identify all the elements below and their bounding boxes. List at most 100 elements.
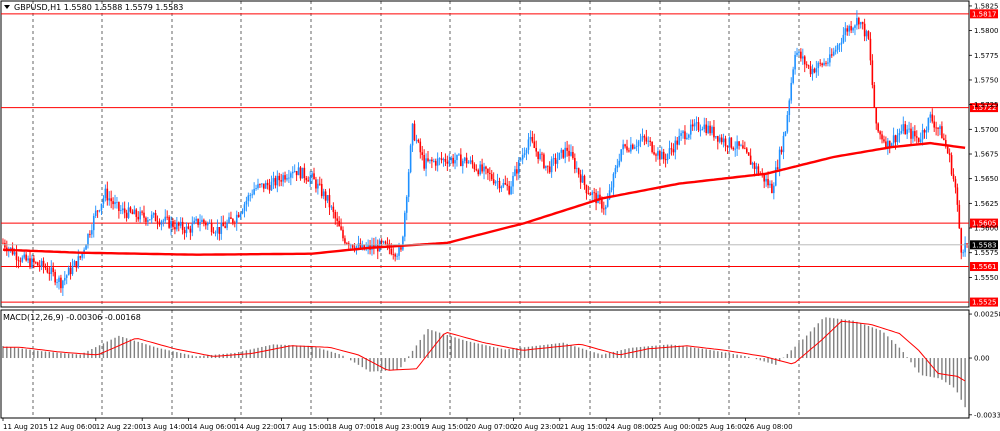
candle-body xyxy=(773,185,775,194)
candle-body xyxy=(332,206,335,213)
candle-body xyxy=(54,271,56,283)
candle-body xyxy=(326,195,329,201)
candle-body xyxy=(836,45,839,50)
price-tick-label: 1.5550 xyxy=(974,274,999,282)
candle-body xyxy=(556,159,559,164)
candle-body xyxy=(259,184,261,186)
candle-body xyxy=(71,265,74,275)
candle-body xyxy=(197,218,199,225)
candle-body xyxy=(91,230,93,235)
candle-body xyxy=(75,261,78,268)
candle-body xyxy=(413,123,416,141)
candle-body xyxy=(910,128,912,139)
candle-body xyxy=(852,27,854,31)
candle-body xyxy=(44,266,47,269)
candle-body xyxy=(436,158,439,166)
candle-body xyxy=(769,183,771,186)
candle-body xyxy=(407,172,410,197)
candle-body xyxy=(33,258,35,263)
candle-body xyxy=(807,65,810,67)
candle-body xyxy=(543,154,545,168)
candle-body xyxy=(742,145,744,149)
candle-body xyxy=(243,204,246,211)
macd-panel[interactable] xyxy=(0,309,970,419)
candle-body xyxy=(359,243,362,249)
candle-body xyxy=(208,223,211,224)
candle-body xyxy=(473,164,476,170)
macd-tick-label: 0.00 xyxy=(974,355,990,363)
candle-body xyxy=(726,145,729,148)
candle-body xyxy=(840,42,843,45)
candle-body xyxy=(282,175,284,182)
candle-body xyxy=(290,173,292,178)
macd-indicator: 0.00258 0.00 -0.00333 xyxy=(2,311,1000,419)
candle-body xyxy=(94,210,97,216)
candle-body xyxy=(554,158,557,164)
triangle-down-icon[interactable] xyxy=(4,5,10,9)
candle-body xyxy=(121,208,124,211)
candle-body xyxy=(518,160,520,174)
candle-body xyxy=(152,213,155,215)
candle-body xyxy=(633,146,636,149)
current-price-label: 1.5583 xyxy=(972,241,997,249)
candle-body xyxy=(212,231,215,233)
candle-body xyxy=(346,243,348,245)
time-label: 24 Aug 08:00 xyxy=(606,423,653,431)
candle-body xyxy=(125,212,128,218)
candle-body xyxy=(419,141,422,153)
candle-body xyxy=(935,127,937,129)
time-label: 19 Aug 15:00 xyxy=(421,423,468,431)
candle-body xyxy=(749,155,752,165)
candle-body xyxy=(162,220,165,222)
candle-body xyxy=(89,233,91,235)
candle-body xyxy=(440,158,443,161)
candle-body xyxy=(740,145,742,147)
candle-body xyxy=(301,167,304,179)
candle-body xyxy=(628,150,630,152)
candle-body xyxy=(220,222,223,234)
candle-body xyxy=(189,228,192,233)
candle-body xyxy=(230,217,232,219)
candle-body xyxy=(603,208,605,210)
candle-body xyxy=(168,216,170,228)
macd-signal-line xyxy=(3,320,966,382)
time-label: 14 Aug 06:00 xyxy=(189,423,236,431)
candle-body xyxy=(274,178,277,186)
candle-body xyxy=(404,212,406,237)
candle-body xyxy=(722,138,725,143)
candle-body xyxy=(177,222,180,226)
candle-body xyxy=(29,258,31,268)
candle-body xyxy=(916,136,918,138)
candle-body xyxy=(637,141,640,147)
candle-body xyxy=(765,178,767,182)
candle-body xyxy=(830,54,833,56)
candle-body xyxy=(183,229,186,234)
candle-body xyxy=(682,131,684,134)
candle-body xyxy=(917,137,920,142)
candle-body xyxy=(201,219,203,222)
candle-body xyxy=(272,178,275,182)
candle-body xyxy=(655,154,657,156)
time-label: 21 Aug 15:00 xyxy=(560,423,607,431)
candle-body xyxy=(179,221,182,226)
candle-body xyxy=(67,267,70,276)
candle-body xyxy=(846,28,849,32)
price-tick-label: 1.5825 xyxy=(974,2,999,10)
time-label: 13 Aug 14:00 xyxy=(142,423,189,431)
price-tick-label: 1.5675 xyxy=(974,151,999,159)
candle-body xyxy=(713,126,715,138)
candle-body xyxy=(322,191,325,197)
candle-body xyxy=(796,52,798,55)
candle-body xyxy=(738,141,740,146)
candle-body xyxy=(844,28,847,35)
candle-body xyxy=(187,226,190,229)
candle-body xyxy=(85,245,87,250)
candle-body xyxy=(402,236,404,250)
candle-body xyxy=(83,249,85,253)
candle-body xyxy=(458,154,460,156)
candle-body xyxy=(114,202,116,205)
price-panel[interactable] xyxy=(0,0,970,308)
candle-body xyxy=(881,134,883,140)
candle-body xyxy=(112,201,114,205)
